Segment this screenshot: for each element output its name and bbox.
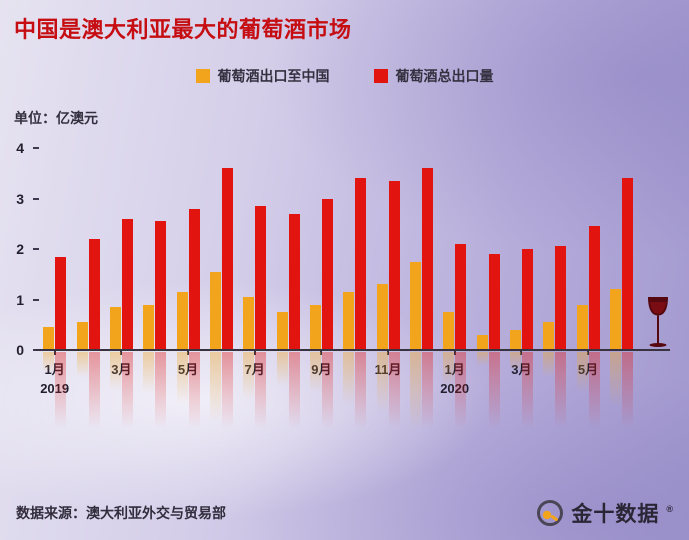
x-tick-mark [587, 351, 589, 355]
jin10-logo-text: 金十数据 [571, 503, 660, 526]
data-source: 数据来源：澳大利亚外交与贸易部 [16, 505, 226, 521]
bar-export-to-china [76, 322, 88, 350]
bar-total-export [555, 246, 567, 350]
legend-label: 葡萄酒总出口量 [395, 68, 494, 84]
legend-label: 葡萄酒出口至中国 [217, 68, 330, 84]
y-axis: 0 1 2 3 4 [0, 140, 30, 358]
x-tick-label: 3月 [111, 362, 132, 377]
x-tick-mark [453, 351, 456, 355]
bar-export-to-china [143, 304, 155, 350]
chart-title: 中国是澳大利亚最大的葡萄酒市场 [14, 17, 352, 42]
bar-export-to-china [209, 271, 221, 350]
bar-total-export [621, 178, 633, 350]
bar-total-export [88, 238, 100, 350]
x-tick-mark [520, 351, 523, 355]
bar-total-export [421, 168, 433, 350]
y-tick-label: 3 [16, 190, 24, 207]
bar-total-export [388, 180, 400, 350]
wine-glass-icon [648, 297, 668, 347]
y-tick-label: 2 [16, 241, 24, 257]
bar-export-to-china [443, 312, 455, 350]
year-label: 2019 [40, 381, 70, 396]
x-tick-mark [53, 351, 56, 355]
y-tick-label: 4 [16, 140, 24, 156]
bar-total-export [255, 206, 267, 350]
bar-export-to-china [609, 289, 621, 350]
bar-export-to-china [543, 322, 555, 350]
bar-total-export [521, 249, 533, 350]
x-axis: 1月 2019 3月 5月 7月 9月 11月 1月 2020 3月 5月 [38, 351, 638, 403]
x-tick-mark [120, 351, 123, 355]
bar-total-export [588, 226, 600, 350]
x-tick-mark [320, 351, 323, 355]
x-tick-label: 11月 [374, 362, 402, 377]
bar-total-export [321, 198, 333, 350]
unit-label: 单位：亿澳元 [14, 110, 98, 126]
chart-legend: 葡萄酒出口至中国 葡萄酒总出口量 [0, 66, 689, 86]
y-tick-mark [33, 248, 39, 250]
year-label: 2020 [440, 381, 470, 396]
y-tick-mark [33, 298, 39, 301]
bar-export-to-china [109, 307, 121, 350]
bar-export-to-china [409, 261, 421, 350]
bar-total-export [55, 256, 67, 350]
legend-swatch-red [373, 69, 388, 83]
bar-total-export [221, 168, 233, 350]
bar-total-export [155, 221, 167, 350]
footer: 数据来源：澳大利亚外交与贸易部 金十数据 ® [0, 486, 689, 540]
bar-export-to-china [509, 329, 521, 350]
bar-total-export [355, 178, 367, 350]
x-tick-label: 3月 [511, 362, 532, 377]
legend-item-total-export: 葡萄酒总出口量 [373, 66, 494, 86]
bar-export-to-china [43, 327, 55, 350]
bar-total-export [288, 213, 300, 350]
bar-export-to-china [276, 312, 288, 350]
bar-export-to-china [243, 296, 255, 350]
y-tick-mark [33, 147, 39, 149]
y-tick-label: 1 [16, 291, 24, 308]
bar-total-export [488, 254, 500, 350]
x-axis-line [36, 349, 670, 351]
bar-export-to-china [343, 291, 355, 350]
x-tick-label: 1月 [444, 362, 465, 377]
bar-total-export [121, 218, 133, 350]
bar-export-to-china [476, 334, 488, 350]
registered-mark: ® [666, 504, 673, 514]
y-tick-label: 0 [16, 342, 24, 358]
x-tick-label: 5月 [177, 362, 199, 377]
jin10-logo-icon [537, 500, 564, 526]
x-tick-mark [253, 351, 256, 355]
legend-item-export-to-china: 葡萄酒出口至中国 [195, 66, 330, 86]
bar-export-to-china [309, 304, 321, 350]
x-tick-label: 7月 [244, 362, 265, 377]
x-tick-label: 5月 [577, 362, 599, 377]
x-tick-mark [387, 351, 389, 355]
x-tick-mark [187, 351, 189, 355]
jin10-logo: 金十数据 ® [536, 498, 673, 528]
x-tick-label: 1月 [44, 362, 65, 377]
plot-area [38, 148, 638, 350]
bar-total-export [188, 208, 200, 350]
bar-export-to-china [576, 304, 588, 350]
bar-export-to-china [176, 291, 188, 350]
bar-export-to-china [376, 284, 388, 350]
bar-total-export [455, 243, 467, 350]
legend-swatch-yellow [195, 69, 210, 83]
x-tick-label: 9月 [311, 362, 332, 377]
y-tick-mark [33, 197, 39, 200]
